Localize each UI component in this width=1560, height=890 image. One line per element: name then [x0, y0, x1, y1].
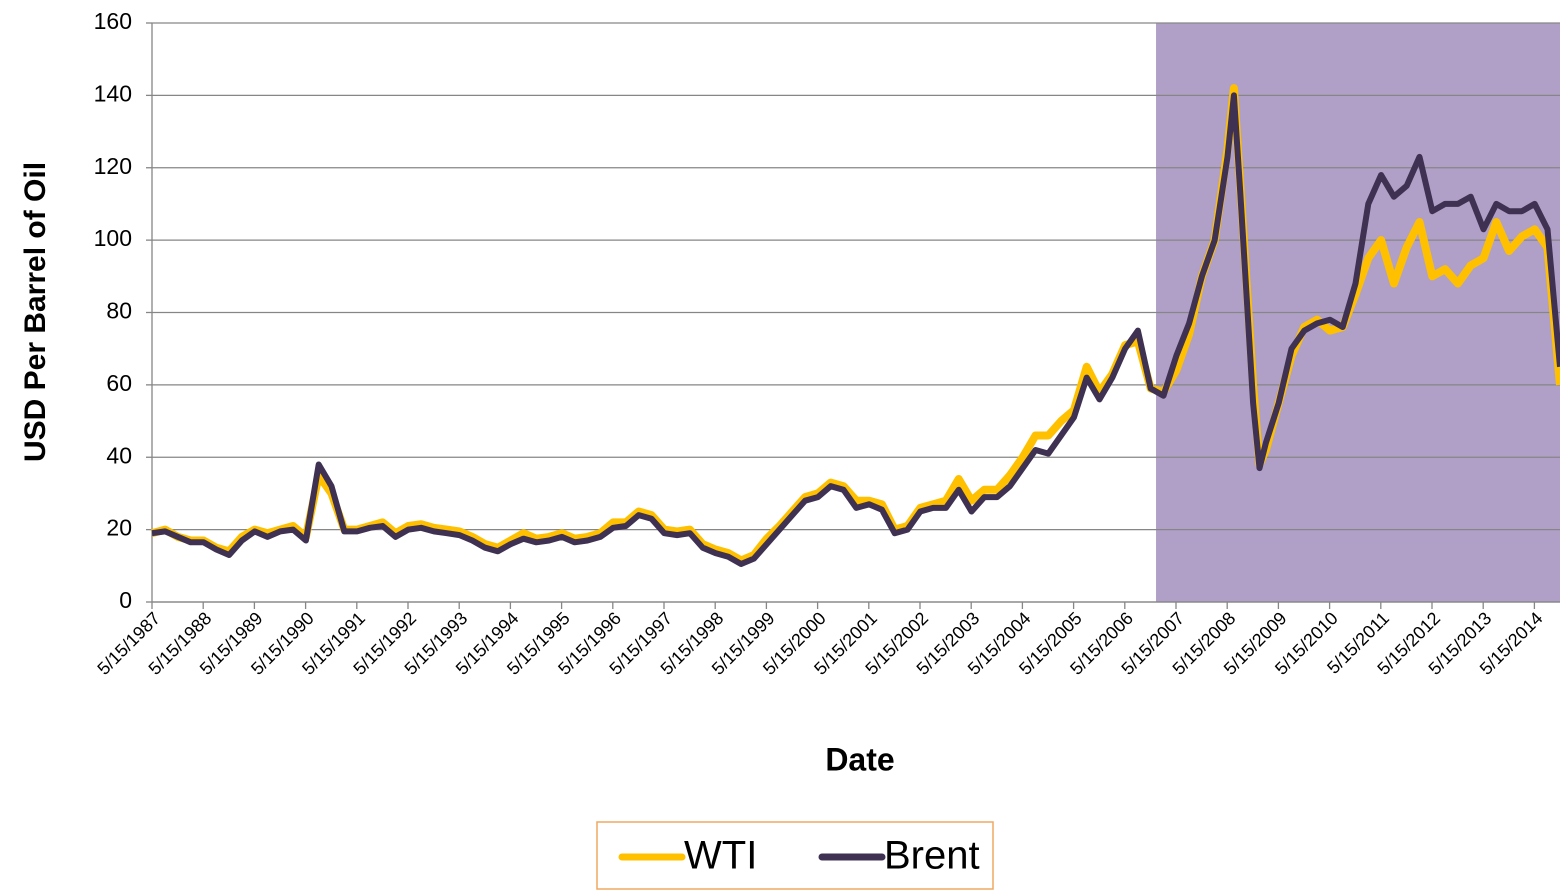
y-tick-label: 20 — [106, 515, 132, 541]
legend-label: WTI — [684, 834, 757, 878]
y-tick-label: 120 — [94, 153, 132, 179]
y-tick-label: 80 — [106, 298, 132, 324]
y-tick-label: 100 — [94, 225, 132, 251]
y-tick-label: 160 — [94, 8, 132, 34]
series-line — [151, 92, 1560, 567]
y-axis-title: USD Per Barrel of Oil — [19, 162, 52, 462]
y-tick-label: 40 — [106, 442, 132, 468]
y-tick-label: 0 — [119, 587, 132, 613]
y-tick-label: 60 — [106, 370, 132, 396]
y-tick-label: 140 — [94, 80, 132, 106]
legend-label: Brent — [884, 834, 980, 878]
x-axis-title: Date — [825, 741, 894, 777]
